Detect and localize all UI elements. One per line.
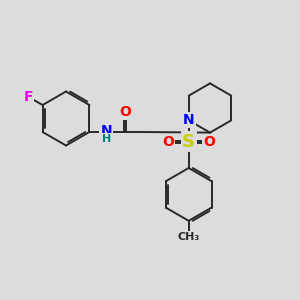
Text: N: N xyxy=(100,124,112,138)
Text: H: H xyxy=(102,134,111,144)
Text: S: S xyxy=(182,133,195,151)
Text: N: N xyxy=(183,113,194,127)
Text: O: O xyxy=(162,135,174,149)
Text: F: F xyxy=(24,90,33,104)
Text: CH₃: CH₃ xyxy=(178,232,200,242)
Text: O: O xyxy=(119,105,131,119)
Text: O: O xyxy=(203,135,215,149)
